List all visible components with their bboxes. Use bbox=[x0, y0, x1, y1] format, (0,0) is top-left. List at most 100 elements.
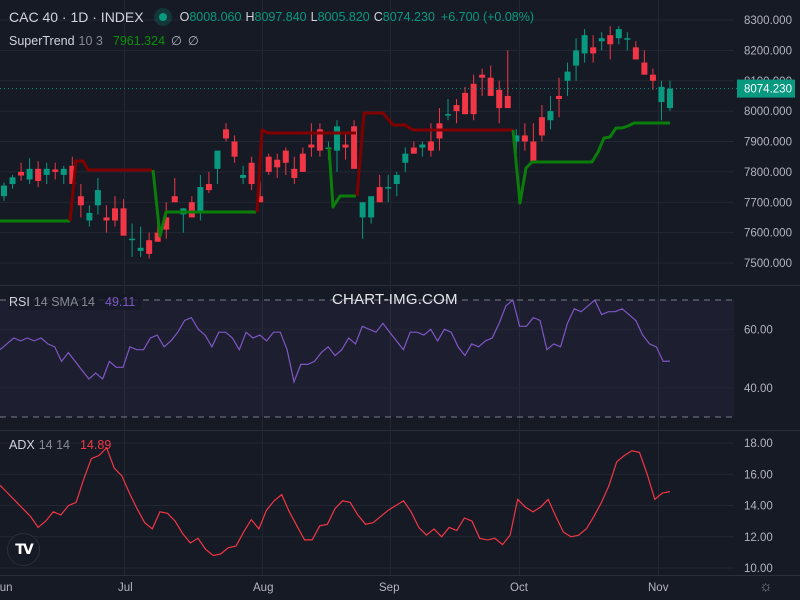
watermark: CHART-IMG.COM bbox=[332, 291, 458, 308]
price-axis-label: 8300.000 bbox=[744, 15, 792, 27]
candle bbox=[632, 47, 639, 60]
candle bbox=[410, 147, 417, 154]
candle bbox=[496, 89, 503, 109]
settings-gear-icon[interactable]: ☼ bbox=[759, 578, 773, 595]
current-price-badge bbox=[737, 79, 795, 98]
candle bbox=[291, 168, 298, 178]
symbol-title[interactable]: CAC 40 · 1D · INDEX bbox=[9, 9, 144, 25]
candle bbox=[470, 83, 477, 115]
candle bbox=[573, 50, 580, 66]
candle bbox=[188, 202, 195, 218]
candle bbox=[624, 38, 631, 40]
high-label: H bbox=[245, 10, 255, 24]
candle bbox=[103, 217, 110, 221]
supertrend-line bbox=[151, 169, 256, 238]
candle bbox=[299, 153, 306, 172]
candle bbox=[462, 92, 469, 115]
supertrend-line bbox=[511, 121, 670, 205]
candle bbox=[342, 144, 349, 148]
price-axis-label: 7500.000 bbox=[744, 258, 792, 270]
price-axis-label: 7600.000 bbox=[744, 228, 792, 240]
price-axis-label: 8200.000 bbox=[744, 45, 792, 57]
candle bbox=[607, 35, 614, 45]
candle bbox=[60, 168, 67, 175]
candle bbox=[69, 165, 76, 185]
time-axis-label: Jun bbox=[0, 582, 13, 594]
time-axis-label: Jul bbox=[118, 582, 133, 594]
candle bbox=[197, 187, 204, 213]
candle bbox=[163, 217, 170, 230]
open-value: 8008.060 bbox=[189, 10, 242, 24]
close-value: 8074.230 bbox=[382, 10, 435, 24]
candle bbox=[223, 129, 229, 139]
high-value: 8097.840 bbox=[254, 10, 307, 24]
rsi-value: 49.11 bbox=[105, 295, 136, 309]
candle bbox=[282, 150, 289, 163]
candle bbox=[43, 168, 50, 175]
candle bbox=[112, 208, 118, 221]
symbol-legend: CAC 40 · 1D · INDEX O 8008.060 H 8097.840 … bbox=[9, 8, 534, 26]
candle bbox=[564, 71, 571, 81]
candle bbox=[231, 141, 238, 157]
candle bbox=[205, 184, 212, 191]
candle bbox=[94, 190, 101, 206]
candle bbox=[359, 202, 366, 218]
candle bbox=[334, 126, 340, 151]
adx-axis-label: 14.00 bbox=[744, 501, 773, 513]
candle bbox=[265, 156, 272, 172]
candle bbox=[137, 247, 144, 251]
rsi-legend[interactable]: RSI 14 SMA 14 49.11 bbox=[9, 294, 142, 310]
candle bbox=[538, 117, 545, 136]
candle bbox=[120, 208, 127, 236]
adx-legend[interactable]: ADX 14 14 14.89 bbox=[9, 438, 111, 452]
candle bbox=[86, 212, 93, 221]
supertrend-line bbox=[355, 111, 513, 197]
candle bbox=[316, 129, 323, 151]
price-axis-label: 8000.000 bbox=[744, 106, 792, 118]
time-axis-label: Oct bbox=[510, 582, 529, 594]
supertrend-params: 10 3 bbox=[78, 33, 103, 48]
candle bbox=[26, 168, 33, 180]
candle bbox=[615, 29, 622, 39]
supertrend-value: 7961.324 bbox=[112, 33, 166, 48]
candle bbox=[504, 95, 511, 109]
candle bbox=[274, 159, 281, 168]
change-value: +6.700 (+0.08%) bbox=[440, 10, 535, 24]
adx-params: 14 14 bbox=[38, 438, 70, 452]
candle bbox=[214, 150, 221, 169]
candle bbox=[77, 196, 84, 206]
adx-line bbox=[0, 446, 671, 557]
adx-axis-label: 12.00 bbox=[744, 532, 773, 544]
candle bbox=[598, 38, 605, 42]
open-label: O bbox=[179, 10, 190, 24]
candle bbox=[487, 77, 494, 96]
candle bbox=[649, 74, 656, 81]
candle bbox=[52, 169, 59, 172]
rsi-params: 14 SMA 14 bbox=[33, 295, 95, 309]
adx-axis-label: 16.00 bbox=[744, 469, 773, 481]
empty-value-icon: ∅ bbox=[187, 34, 199, 48]
candle bbox=[308, 144, 315, 148]
candle bbox=[35, 168, 42, 181]
empty-value-icon: ∅ bbox=[171, 34, 182, 48]
price-axis-label: 7800.000 bbox=[744, 167, 792, 179]
close-label: C bbox=[373, 10, 383, 24]
candle bbox=[667, 88, 673, 109]
candle bbox=[171, 196, 178, 203]
candle bbox=[240, 174, 247, 178]
rsi-name: RSI bbox=[9, 295, 30, 309]
rsi-line bbox=[0, 298, 671, 384]
candle bbox=[513, 135, 520, 142]
adx-axis-label: 10.00 bbox=[744, 563, 773, 575]
candle bbox=[129, 238, 136, 241]
supertrend-legend[interactable]: SuperTrend 10 3 7961.324 ∅ ∅ bbox=[9, 33, 199, 49]
candle bbox=[9, 177, 16, 185]
tradingview-logo-icon[interactable]: TV bbox=[7, 533, 40, 566]
adx-value: 14.89 bbox=[79, 438, 112, 452]
candle bbox=[479, 74, 486, 78]
candle bbox=[445, 114, 451, 116]
candle bbox=[351, 126, 358, 169]
price-axis-label: 7900.000 bbox=[744, 137, 792, 149]
candle bbox=[376, 187, 383, 203]
adx-name: ADX bbox=[9, 438, 35, 452]
